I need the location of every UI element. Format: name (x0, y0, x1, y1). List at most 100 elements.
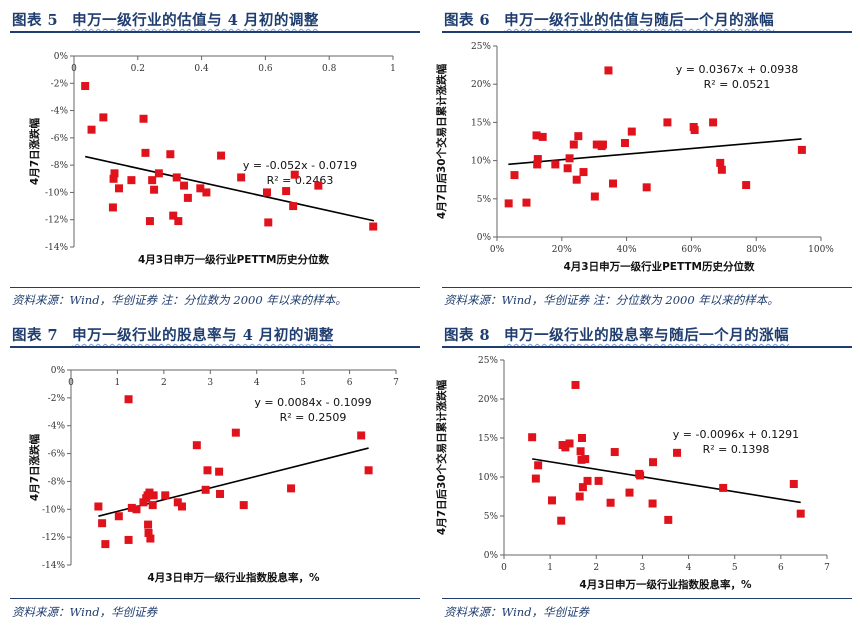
data-point (139, 114, 148, 123)
x-tick-label: 1 (115, 378, 121, 388)
source-note: 资料来源：Wind，华创证券 (12, 605, 158, 619)
data-point (169, 211, 178, 220)
x-axis-title: 4月3日申万一级行业指数股息率，% (579, 578, 752, 591)
data-point (574, 132, 583, 141)
data-point (597, 142, 606, 151)
y-tick-label: 0% (54, 52, 69, 62)
data-point (201, 485, 210, 494)
data-point (583, 476, 592, 485)
x-tick-label: 6 (347, 378, 353, 388)
data-point (577, 434, 586, 442)
figure-title-text: 申万一级行业的估值与随后一个月的涨幅 (504, 12, 775, 29)
data-point (148, 501, 157, 510)
trendline-r-squared: R² = 0.2509 (280, 411, 347, 424)
data-point (577, 455, 586, 464)
data-point (620, 139, 629, 148)
data-point (146, 534, 155, 543)
y-tick-label: 20% (478, 395, 498, 405)
x-tick-label: 1 (547, 563, 553, 573)
data-point (575, 492, 584, 501)
data-point (161, 491, 170, 500)
data-point (282, 187, 291, 196)
footer-rule (10, 287, 420, 288)
x-tick-label: 4 (686, 563, 692, 573)
trendline-r-squared: R² = 0.1398 (703, 443, 770, 456)
data-point (101, 540, 110, 549)
title-rule (442, 31, 852, 33)
x-tick-label: 5 (732, 563, 738, 573)
trendline-equation: y = 0.0084x - 0.1099 (254, 396, 371, 409)
data-point (127, 176, 136, 185)
y-tick-label: -2% (51, 79, 69, 89)
y-tick-label: -6% (51, 134, 69, 144)
figure-number: 图表 8 (444, 327, 491, 344)
data-point (215, 467, 224, 476)
trendline-r-squared: R² = 0.0521 (704, 78, 771, 91)
x-tick-label: 0.6 (258, 64, 273, 74)
data-point (709, 118, 718, 127)
data-point (789, 480, 798, 489)
data-point (719, 483, 728, 492)
x-tick-label: 3 (207, 378, 213, 388)
trendline-r-squared: R² = 0.2463 (267, 174, 334, 187)
figure-title-text: 申万一级行业的股息率与 4 月初的调整 (72, 327, 334, 344)
data-point (239, 501, 248, 510)
title-rule (442, 346, 852, 348)
y-tick-label: 0% (51, 366, 66, 376)
x-tick-label: 7 (824, 563, 830, 573)
y-tick-label: 5% (477, 195, 492, 205)
footer-rule (10, 598, 420, 599)
data-point (590, 192, 599, 201)
data-point (87, 125, 96, 134)
data-point (636, 471, 645, 480)
data-point (594, 476, 603, 485)
x-axis-title: 4月3日申万一级行业PETTM历史分位数 (564, 260, 755, 273)
y-tick-label: -2% (48, 394, 66, 404)
x-tick-label: 0% (490, 245, 505, 255)
trendline (508, 138, 802, 166)
data-point (533, 155, 542, 164)
y-tick-label: 15% (478, 434, 498, 444)
data-point (144, 528, 153, 537)
y-tick-label: -12% (42, 533, 65, 543)
source-note: 资料来源：Wind，华创证券 注：分位数为 2000 年以来的样本。 (444, 293, 779, 307)
data-point (99, 113, 108, 122)
data-point (127, 503, 136, 512)
figure-title-text: 申万一级行业的估值与 4 月初的调整 (72, 12, 319, 29)
data-point (579, 168, 588, 177)
y-tick-label: 20% (471, 80, 491, 90)
figure-number: 图表 6 (444, 12, 491, 29)
data-point (642, 183, 651, 192)
x-tick-label: 0.2 (131, 64, 145, 74)
data-point (533, 160, 542, 169)
data-point (109, 174, 118, 183)
y-tick-label: 5% (484, 512, 499, 522)
data-point (606, 498, 615, 507)
data-point (571, 380, 580, 389)
title-rule (10, 31, 420, 33)
scatter-chart-6: 0% 5% 10% 15% 20% 25% 0% 20% 40% 60% 80% 100% 4月3日申万… (435, 42, 834, 273)
data-point (149, 491, 158, 500)
data-point (572, 175, 581, 184)
x-tick-label: 6 (778, 563, 784, 573)
data-point (290, 170, 299, 179)
x-tick-label: 80% (746, 245, 766, 255)
data-point (264, 218, 273, 227)
y-tick-label: -6% (48, 450, 66, 460)
x-tick-label: 2 (161, 378, 167, 388)
data-point (604, 66, 613, 75)
data-point (610, 448, 619, 457)
x-tick-label: 0 (501, 563, 507, 573)
figure-number: 图表 7 (12, 327, 59, 344)
data-point (547, 496, 556, 505)
data-point (561, 443, 570, 452)
y-tick-label: -10% (45, 188, 68, 198)
data-point (142, 494, 151, 503)
data-point (664, 515, 673, 524)
data-point (114, 184, 123, 193)
source-note: 资料来源：Wind，华创证券 注：分位数为 2000 年以来的样本。 (12, 293, 347, 307)
data-point (172, 173, 181, 182)
y-axis-title: 4月7日后30个交易日累计涨跌幅 (435, 63, 448, 219)
data-point (183, 193, 192, 202)
y-tick-label: 10% (478, 473, 498, 483)
